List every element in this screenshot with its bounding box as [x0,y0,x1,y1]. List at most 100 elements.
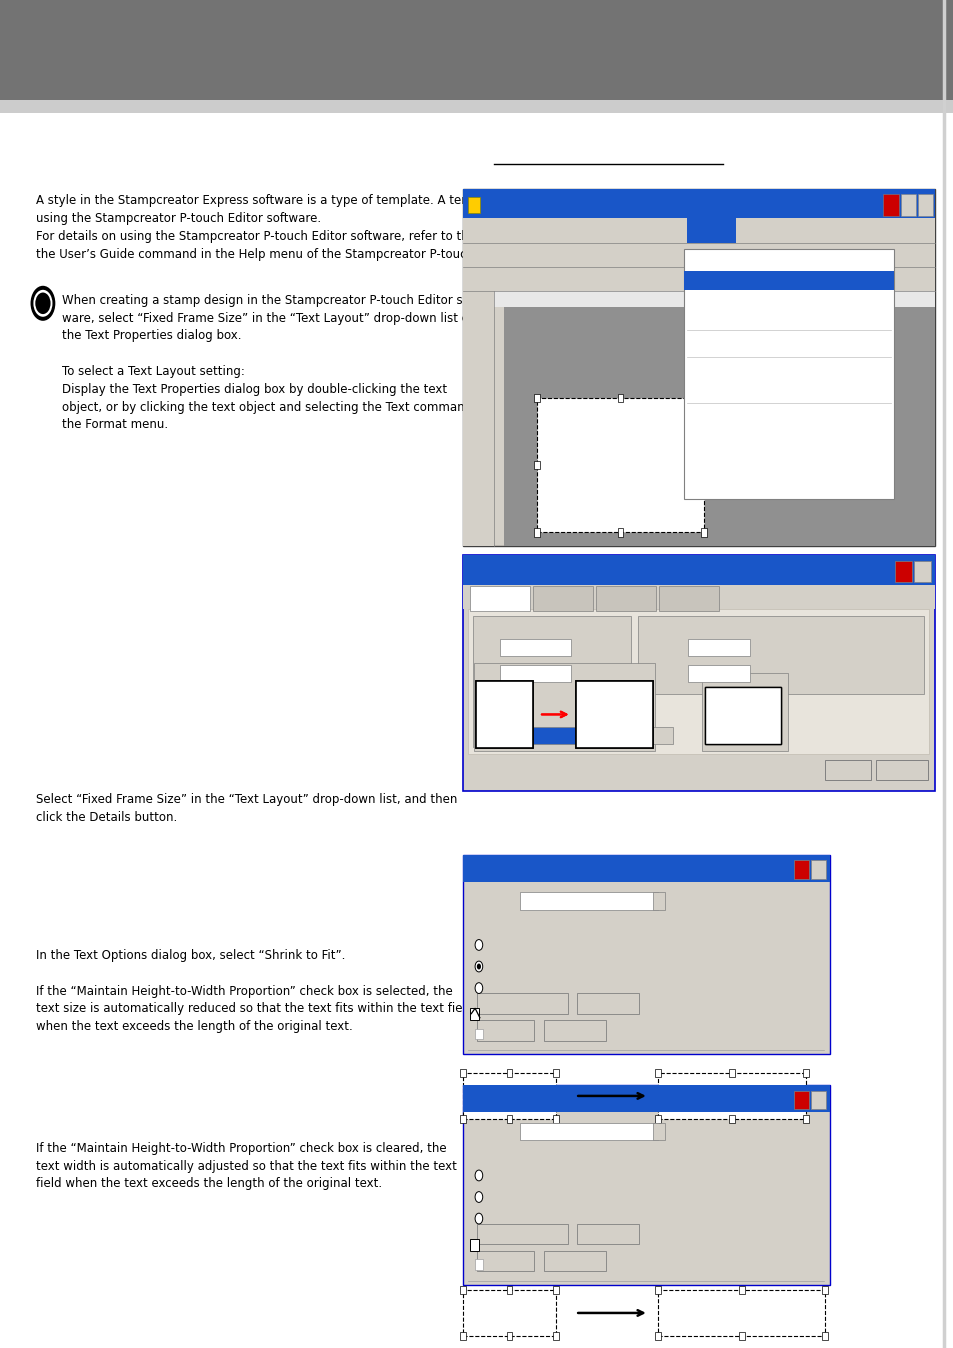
Text: 0 (Standard): 0 (Standard) [689,644,728,650]
Bar [514,727,614,744]
Text: Character:: Character: [642,640,679,646]
Bar [683,271,893,290]
Bar [655,1069,660,1077]
Bar [506,1069,512,1077]
Text: Change Image...: Change Image... [691,387,760,396]
Bar [728,1069,734,1077]
Bar [459,1286,465,1294]
Text: ?: ? [816,1096,820,1104]
Text: ?: ? [816,865,820,874]
Text: Top: Top [502,671,514,677]
Bar [459,1069,465,1077]
Bar [553,1115,558,1123]
Bar [700,528,706,537]
Text: Lines:: Lines: [477,667,498,673]
Text: Text Orientation:: Text Orientation: [687,727,751,736]
Bar [700,394,706,402]
Text: _: _ [923,202,926,208]
Bar [462,855,829,1054]
Text: Colour...: Colour... [691,314,725,324]
Bar [462,855,829,882]
Bar [738,1286,743,1294]
Bar [618,394,623,402]
Bar [810,860,825,879]
Bar [494,291,934,307]
Circle shape [475,983,482,993]
Text: ABCDE
FGH: ABCDE FGH [590,694,638,721]
Bar [462,1085,829,1285]
Bar [470,1008,478,1020]
Text: Position: Position [672,594,705,603]
Text: AB|: AB| [488,705,520,724]
Text: Reset: Reset [598,1002,618,1007]
Text: Text Options: Text Options [472,864,528,872]
Circle shape [30,286,55,321]
Bar [503,307,934,546]
Text: °ABCD³: °ABCD³ [467,1304,517,1317]
Bar [476,1251,534,1271]
Text: X: X [799,867,802,872]
Bar [917,194,932,216]
Circle shape [475,1192,482,1202]
Text: Cancel: Cancel [887,767,916,775]
Bar [824,760,870,780]
Bar [553,1069,558,1077]
Bar [655,1286,660,1294]
Text: Lines:: Lines: [642,667,663,673]
Text: Apply Layout Style...: Apply Layout Style... [691,414,778,423]
Bar [474,663,655,751]
Text: Text...: Text... [691,276,716,286]
Text: Wind: Wind [854,226,875,235]
Bar [476,1224,567,1244]
Text: Proportional: Proportional [487,1260,534,1268]
Bar [553,1332,558,1340]
Bar [534,528,539,537]
Text: Shrink to Fit: Shrink to Fit [488,962,534,971]
Bar [576,681,652,748]
Text: Set as Default: Set as Default [497,1002,546,1007]
Text: A: A [467,400,474,411]
Text: Insert: Insert [633,226,657,235]
Bar [655,1115,660,1123]
Bar [802,1069,808,1077]
Bar [913,561,930,582]
Bar [462,218,934,243]
Bar [653,892,664,910]
Bar [462,585,934,609]
Text: °ABCD³: °ABCD³ [467,1086,517,1100]
Bar [534,394,539,402]
Bar [459,1115,465,1123]
Circle shape [33,290,52,317]
Text: □: □ [904,202,910,208]
Circle shape [475,940,482,950]
Text: Reset: Reset [598,1232,618,1237]
Bar [537,398,703,532]
Bar [462,189,934,546]
Bar [900,194,915,216]
Bar [577,993,639,1014]
Text: ?: ? [920,568,923,576]
Text: Format: Format [696,226,726,235]
Text: Maintain Height-to-Width Proportion: Maintain Height-to-Width Proportion [483,1010,622,1018]
Text: ►: ► [883,341,889,346]
Text: X: X [900,568,905,576]
Text: When creating a stamp design in the Stampcreator P-touch Editor soft-
ware, sele: When creating a stamp design in the Stam… [62,294,486,431]
Bar [622,727,672,744]
Bar [476,993,567,1014]
Bar [506,1332,512,1340]
Circle shape [475,961,482,972]
Text: Proportional: Proportional [487,1030,534,1038]
Text: If the “Maintain Height-to-Width Proportion” check box is cleared, the
text widt: If the “Maintain Height-to-Width Proport… [36,1142,456,1190]
Text: Spacing: Spacing [642,619,673,628]
Text: A style in the Stampcreator Express software is a type of template. A template i: A style in the Stampcreator Express soft… [36,194,780,262]
Text: Alignment: Alignment [477,619,517,628]
Bar [596,586,656,611]
Text: Table Functions: Table Functions [691,341,756,350]
Text: Text Layout: Text Layout [470,895,514,905]
Text: Fixed Frame Size: Fixed Frame Size [522,899,580,905]
Text: Options:: Options: [470,1157,502,1166]
Text: OK: OK [841,767,853,775]
Text: Print: Print [720,275,738,283]
Text: Font: Font [554,594,572,603]
Bar [810,1091,825,1109]
